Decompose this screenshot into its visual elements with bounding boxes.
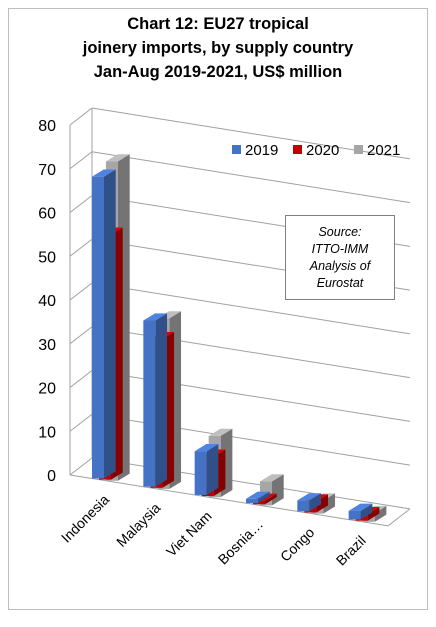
y-tick-label-0: 0 xyxy=(47,468,56,485)
bar-2019-5 xyxy=(348,510,361,520)
bar-top-2019-0 xyxy=(92,169,116,177)
bar-side-2021-5 xyxy=(374,505,387,522)
bar-side-2019-3 xyxy=(258,491,270,504)
bar-top-2019-3 xyxy=(246,491,270,499)
bar-top-2019-2 xyxy=(194,444,219,452)
y-tick-label-3: 30 xyxy=(38,337,56,354)
x-tick-label-4: Congo xyxy=(277,524,318,565)
y-tick-label-7: 70 xyxy=(38,162,56,179)
bar-side-2019-0 xyxy=(104,169,116,479)
chart-title-line-3: Jan-Aug 2019-2021, US$ million xyxy=(93,63,343,81)
gridline-side-8 xyxy=(69,107,93,126)
floor-front-edge xyxy=(69,474,389,527)
legend-label-2019: 2019 xyxy=(245,142,278,159)
source-line-4: Eurostat xyxy=(316,276,364,290)
gridline-side-4 xyxy=(69,282,93,301)
legend-swatch-2019 xyxy=(232,145,241,154)
y-tick-label-8: 80 xyxy=(38,118,56,135)
chart-title-line-2: joinery imports, by supply country xyxy=(82,39,354,57)
y-tick-label-2: 20 xyxy=(38,381,56,398)
x-tick-label-5: Brazil xyxy=(333,532,369,568)
source-annotation: Source: ITTO-IMM Analysis of Eurostat xyxy=(285,215,395,300)
gridline-1 xyxy=(91,413,411,466)
bar-top-2019-4 xyxy=(297,493,322,501)
bar-side-2019-1 xyxy=(155,313,168,487)
x-tick-label-1: Malaysia xyxy=(113,499,164,550)
y-tick-label-1: 10 xyxy=(38,424,56,441)
chart-title-line-1: Chart 12: EU27 tropical xyxy=(127,15,309,33)
bar-2019-2 xyxy=(194,451,207,495)
bar-2019-0 xyxy=(92,176,104,479)
bar-top-2019-1 xyxy=(143,313,168,321)
gridline-side-2 xyxy=(69,370,93,388)
gridline-side-7 xyxy=(69,151,93,170)
bar-side-2019-5 xyxy=(360,503,373,520)
bar-2019-4 xyxy=(297,500,310,512)
chart-title: Chart 12: EU27 tropical joinery imports,… xyxy=(0,12,436,84)
bar-2019-3 xyxy=(246,498,258,504)
bar-top-2021-3 xyxy=(260,474,284,482)
bar-2019-1 xyxy=(143,320,156,487)
gridline-side-6 xyxy=(69,195,93,213)
gridline-3 xyxy=(91,326,411,379)
bar-side-2019-4 xyxy=(309,493,322,512)
gridline-2 xyxy=(91,370,411,422)
x-tick-label-2: Viet Nam xyxy=(163,508,215,560)
bar-side-2019-2 xyxy=(206,444,219,495)
legend-label-2020: 2020 xyxy=(306,142,339,159)
bar-top-2019-5 xyxy=(348,503,373,511)
gridline-side-1 xyxy=(69,413,93,432)
gridline-4 xyxy=(91,282,411,335)
source-line-2: ITTO-IMM xyxy=(311,242,369,256)
bar-side-2020-3 xyxy=(265,493,277,505)
legend-swatch-2021 xyxy=(354,145,363,154)
bar-side-2020-5 xyxy=(367,506,380,521)
y-tick-label-4: 40 xyxy=(38,293,56,310)
source-line-1: Source: xyxy=(318,225,362,239)
bar-side-2020-4 xyxy=(316,494,329,513)
bar-side-2021-4 xyxy=(323,493,336,514)
y-tick-label-5: 50 xyxy=(38,249,56,266)
source-line-3: Analysis of xyxy=(309,259,371,273)
y-tick-label-6: 60 xyxy=(38,206,56,223)
bar-top-2021-0 xyxy=(106,154,130,162)
gridline-7 xyxy=(91,151,411,204)
gridline-side-3 xyxy=(69,326,93,345)
bar-top-2021-2 xyxy=(208,428,233,436)
legend-label-2021: 2021 xyxy=(367,142,400,159)
gridline-side-5 xyxy=(69,238,93,257)
legend-swatch-2020 xyxy=(293,145,302,154)
x-tick-label-0: Indonesia xyxy=(58,491,112,545)
gridline-side-0 xyxy=(69,457,93,476)
floor-right-edge xyxy=(387,508,411,527)
x-tick-label-3: Bosnia… xyxy=(215,516,266,567)
